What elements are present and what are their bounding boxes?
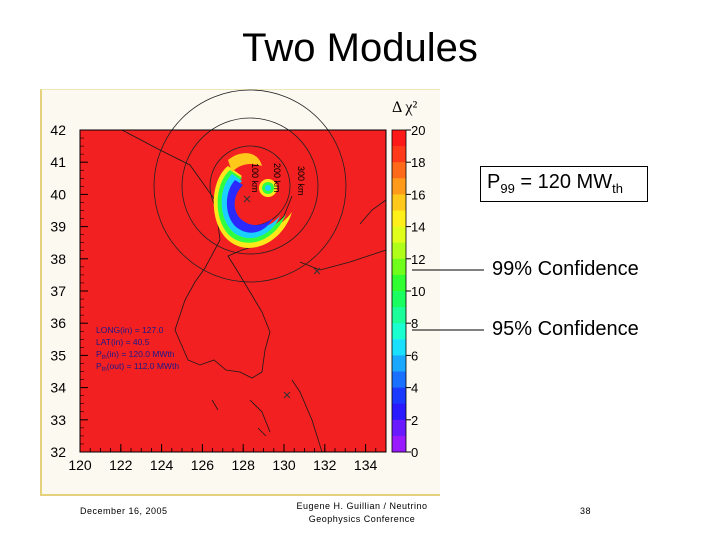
footer-page: 38 [580,506,592,516]
colorbar-swatch [392,339,406,356]
footer-author: Eugene H. Guillian / Neutrino Geophysics… [296,501,428,524]
colorbar-swatch [392,242,406,260]
y-tick-label: 32 [50,444,66,460]
p99-text: P99 = 120 MWth [487,171,623,196]
legend-lat: LAT(in) = 40.5 [96,337,150,347]
colorbar-swatch [392,371,406,389]
coastline [121,129,387,453]
legend-long: LONG(in) = 127.0 [96,325,164,335]
colorbar-swatch [392,307,406,324]
colorbar-tick-label: 8 [411,316,418,331]
x-tick-label: 128 [232,457,256,473]
colorbar-tick-label: 4 [411,381,418,396]
colorbar-tick-label: 18 [411,155,425,170]
colorbar-tick-label: 14 [411,220,425,235]
y-tick-label: 34 [50,380,66,396]
x-tick-label: 122 [109,457,133,473]
ring-label-100: 100 km [250,163,260,193]
y-tick-label: 35 [50,347,66,363]
y-tick-label: 42 [50,122,66,138]
x-tick-label: 130 [272,457,296,473]
confidence-region [213,153,292,248]
ring-300km [153,89,347,283]
p99-box: P99 = 120 MWth [480,166,648,202]
colorbar-swatch [392,258,406,276]
colorbar-tick-label: 2 [411,413,418,428]
colorbar-swatch [392,355,406,372]
confidence-95-label: 95% Confidence [492,318,639,340]
y-tick-label: 33 [50,412,66,428]
colorbar-swatch [392,194,406,211]
confidence-99-label: 99% Confidence [492,258,639,280]
x-tick-label: 134 [354,457,378,473]
plot-legend: LONG(in) = 127.0 LAT(in) = 40.5 Pth(in) … [96,325,179,373]
ring-label-300: 300 km [296,166,306,196]
y-tick-label: 40 [50,186,66,202]
ring-200km [181,117,319,255]
y-tick-label: 39 [50,219,66,235]
x-tick-label: 126 [191,457,215,473]
colorbar-swatch [392,210,406,228]
colorbar-tick-label: 0 [411,445,418,460]
colorbar-swatch [392,146,406,163]
x-tick-label: 124 [150,457,174,473]
y-tick-label: 41 [50,154,66,170]
x-tick-label: 132 [313,457,337,473]
colorbar-tick-label: 12 [411,252,425,267]
colorbar-tick-label: 20 [411,123,425,138]
colorbar-swatch [392,274,406,292]
slide-title: Two Modules [242,26,478,70]
footer-date: December 16, 2005 [80,506,168,516]
colorbar-swatch [392,162,406,179]
colorbar-swatch [392,291,406,308]
legend-p-out: Pth(out) = 112.0 MWth [96,361,179,373]
legend-p-in: Pth(in) = 120.0 MWth [96,349,175,361]
colorbar-tick-label: 6 [411,348,418,363]
colorbar-tick-label: 16 [411,187,425,202]
colorbar-swatch [392,419,406,437]
colorbar-title: Δ χ² [392,99,418,116]
colorbar [391,129,407,453]
axis-labels: 120 122 124 126 128 130 132 134 42 41 40 39 38 37 36 35… [50,122,377,473]
colorbar-tick-label: 10 [411,284,425,299]
y-tick-label: 36 [50,315,66,331]
ring-label-200: 200 km [272,163,282,193]
colorbar-swatch [392,387,406,405]
colorbar-swatch [392,178,406,195]
reactor-markers [243,195,321,399]
colorbar-swatch [392,435,406,453]
x-tick-label: 120 [68,457,92,473]
y-tick-label: 38 [50,251,66,267]
colorbar-swatch [392,403,406,421]
axis-ticks [79,129,387,453]
colorbar-swatch [392,226,406,244]
colorbar-swatch [392,323,406,340]
y-tick-label: 37 [50,283,66,299]
colorbar-swatch [392,130,406,147]
